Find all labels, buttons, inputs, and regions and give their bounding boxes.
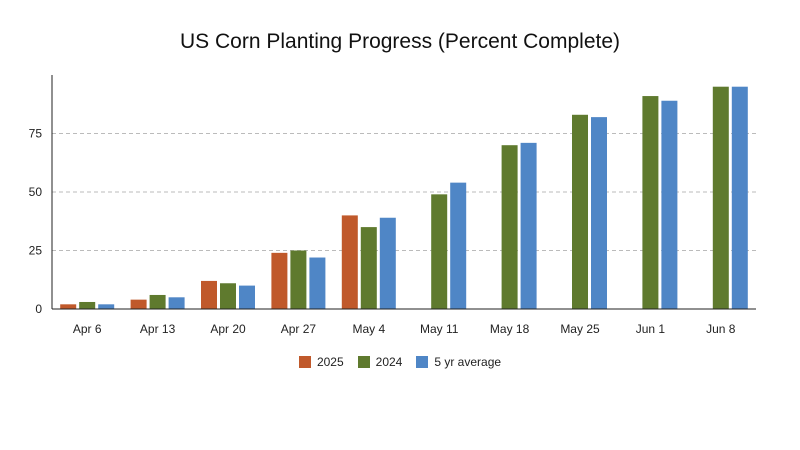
legend-label: 2025 — [316, 355, 344, 369]
bar-2024 — [712, 86, 729, 309]
bar-2024 — [360, 227, 377, 309]
legend-swatch — [357, 356, 370, 368]
bar-2025 — [130, 299, 147, 309]
bar-5-yr-average — [168, 297, 185, 309]
bar-5-yr-average — [379, 217, 396, 309]
bar-2024 — [431, 194, 448, 309]
bar-2024 — [290, 250, 307, 309]
bar-5-yr-average — [98, 304, 115, 309]
legend-swatch — [416, 356, 429, 368]
legend-item: 2025 — [298, 355, 344, 369]
bar-2024 — [501, 145, 518, 309]
bar-2024 — [79, 301, 96, 309]
bar-2024 — [149, 294, 166, 309]
bar-5-yr-average — [309, 257, 326, 309]
chart-title: US Corn Planting Progress (Percent Compl… — [179, 30, 620, 53]
legend-swatch — [298, 356, 311, 368]
x-tick-label: Apr 20 — [210, 322, 246, 336]
bar-5-yr-average — [520, 142, 537, 309]
bar-5-yr-average — [591, 117, 607, 310]
bar-2025 — [60, 304, 77, 309]
legend-label: 2024 — [375, 355, 403, 369]
legend: 2025 2024 5 yr average — [0, 355, 800, 369]
y-tick-label: 75 — [29, 127, 43, 141]
x-tick-label: May 11 — [420, 322, 459, 336]
x-tick-label: Apr 6 — [73, 322, 102, 336]
bar-2024 — [220, 283, 236, 309]
bars — [60, 86, 748, 310]
bar-2024 — [572, 114, 588, 309]
axes — [51, 75, 756, 310]
x-tick-label: May 18 — [490, 322, 530, 336]
x-tick-label: May 4 — [352, 322, 385, 336]
bar-5-yr-average — [450, 182, 467, 309]
bar-2025 — [201, 280, 217, 309]
x-tick-label: Jun 1 — [636, 322, 666, 336]
y-tick-label: 25 — [29, 244, 43, 258]
x-tick-label: Jun 8 — [706, 322, 736, 336]
x-tick-label: Apr 13 — [140, 322, 176, 336]
bar-5-yr-average — [731, 86, 748, 309]
x-tick-label: Apr 27 — [281, 322, 317, 336]
legend-label: 5 yr average — [434, 355, 502, 369]
legend-item: 5 yr average — [416, 355, 501, 369]
y-tick-labels: 0 25 50 75 — [29, 127, 43, 317]
bar-2025 — [271, 252, 288, 309]
y-tick-label: 0 — [35, 302, 42, 316]
legend-item: 2024 — [357, 355, 403, 369]
gridlines — [52, 133, 756, 251]
y-tick-label: 50 — [29, 185, 43, 199]
bar-2025 — [341, 215, 358, 309]
bar-5-yr-average — [661, 100, 678, 310]
x-tick-label: May 25 — [560, 322, 600, 336]
x-tick-labels: Apr 6 Apr 13 Apr 20 Apr 27 May 4 May 11 May 18… — [73, 322, 736, 336]
bar-5-yr-average — [239, 285, 255, 309]
bar-2024 — [642, 96, 659, 309]
